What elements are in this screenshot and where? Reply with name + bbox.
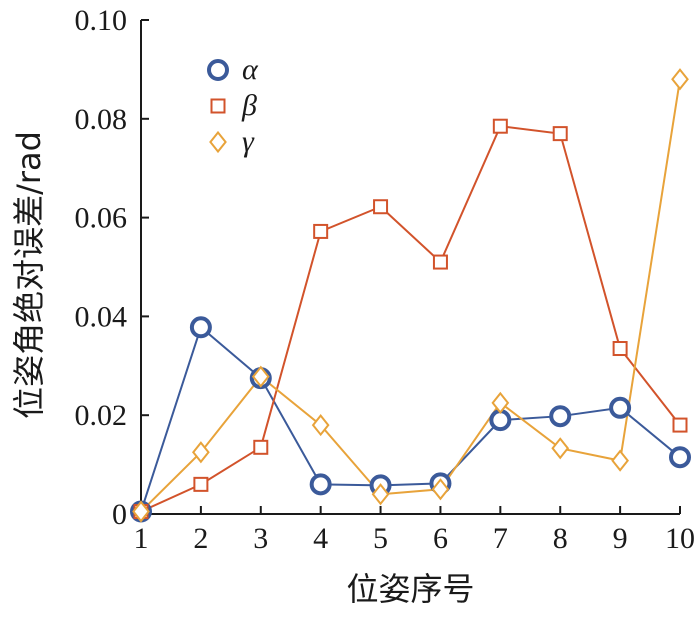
data-point-circle bbox=[309, 473, 332, 496]
data-point-diamond bbox=[431, 478, 450, 501]
y-tick-label: 0.10 bbox=[75, 4, 128, 37]
series-line-square bbox=[140, 125, 681, 513]
data-point-square bbox=[492, 118, 508, 134]
x-tick-label: 10 bbox=[665, 522, 695, 555]
data-point-diamond bbox=[491, 391, 510, 414]
legend-label: γ bbox=[242, 125, 255, 158]
data-point-diamond bbox=[311, 413, 330, 437]
legend-label: α bbox=[242, 53, 259, 86]
legend-marker-square bbox=[210, 98, 226, 114]
series-line-diamond bbox=[140, 79, 681, 513]
x-tick-label: 9 bbox=[613, 522, 628, 555]
series-line-circle bbox=[140, 325, 681, 512]
data-point-square bbox=[313, 223, 329, 239]
data-point-diamond bbox=[132, 500, 150, 523]
data-point-square bbox=[373, 199, 389, 215]
data-point-circle bbox=[609, 396, 632, 419]
data-point-circle bbox=[549, 405, 572, 428]
data-point-square bbox=[432, 254, 448, 270]
x-axis-title: 位姿序号 bbox=[346, 570, 474, 608]
x-tick-label: 7 bbox=[493, 522, 508, 555]
data-point-diamond bbox=[251, 365, 270, 388]
legend-marker-circle bbox=[207, 59, 229, 81]
legend-marker-diamond bbox=[209, 130, 227, 154]
x-tick-label: 4 bbox=[313, 522, 328, 555]
x-tick-label: 5 bbox=[373, 522, 388, 555]
data-point-square bbox=[672, 417, 688, 433]
legend-label: β bbox=[241, 89, 257, 122]
x-tick-label: 8 bbox=[553, 522, 568, 555]
data-point-square bbox=[552, 126, 568, 142]
data-point-diamond bbox=[611, 449, 629, 472]
data-point-diamond bbox=[371, 483, 390, 506]
x-tick-label: 1 bbox=[134, 522, 149, 555]
data-point-diamond bbox=[192, 441, 210, 464]
y-tick-label: 0.08 bbox=[75, 103, 128, 136]
y-tick-label: 0 bbox=[112, 498, 127, 531]
data-point-square bbox=[193, 476, 209, 492]
data-point-circle bbox=[189, 316, 212, 339]
y-tick-label: 0.02 bbox=[75, 399, 128, 432]
y-axis-title: 位姿角绝对误差/rad bbox=[10, 131, 48, 419]
y-tick-label: 0.06 bbox=[75, 202, 128, 235]
data-point-diamond bbox=[671, 68, 689, 91]
data-point-square bbox=[612, 341, 628, 357]
x-tick-label: 3 bbox=[253, 522, 268, 555]
x-tick-label: 6 bbox=[433, 522, 448, 555]
y-tick-label: 0.04 bbox=[75, 300, 128, 333]
data-point-square bbox=[253, 439, 269, 455]
x-tick-label: 2 bbox=[193, 522, 208, 555]
data-point-circle bbox=[669, 446, 691, 469]
data-point-diamond bbox=[551, 437, 570, 460]
